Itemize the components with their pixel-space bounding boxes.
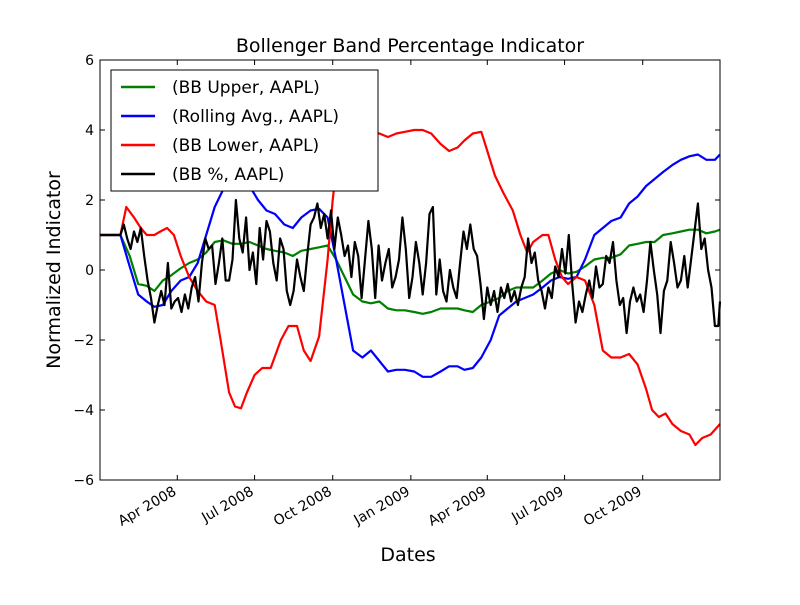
y-tick-label-0: −6 <box>73 473 94 489</box>
y-tick-label-2: −2 <box>73 333 94 349</box>
legend-frame <box>110 69 379 192</box>
legend-label-0: (BB Upper, AAPL) <box>172 78 320 98</box>
y-tick-label-6: 6 <box>85 53 94 69</box>
legend-label-1: (Rolling Avg., AAPL) <box>172 107 339 127</box>
series-layer <box>100 125 722 447</box>
y-tick-label-3: 0 <box>85 263 94 279</box>
chart-title: Bollenger Band Percentage Indicator <box>236 35 584 57</box>
y-tick-label-4: 2 <box>85 193 94 209</box>
x-axis-label: Dates <box>380 544 435 566</box>
series-line-1 <box>100 153 721 378</box>
series-line-3 <box>100 198 722 335</box>
legend-label-3: (BB %, AAPL) <box>172 165 284 185</box>
legend-label-2: (BB Lower, AAPL) <box>172 136 319 156</box>
series-line-0 <box>100 228 721 315</box>
legend: (BB Upper, AAPL) (Rolling Avg., AAPL) (BB … <box>110 69 379 192</box>
plot-frame <box>99 59 721 481</box>
y-tick-label-1: −4 <box>73 403 94 419</box>
y-tick-label-5: 4 <box>85 123 94 139</box>
y-axis-label: Normalized Indicator <box>43 171 65 369</box>
series-line-2 <box>100 125 721 447</box>
